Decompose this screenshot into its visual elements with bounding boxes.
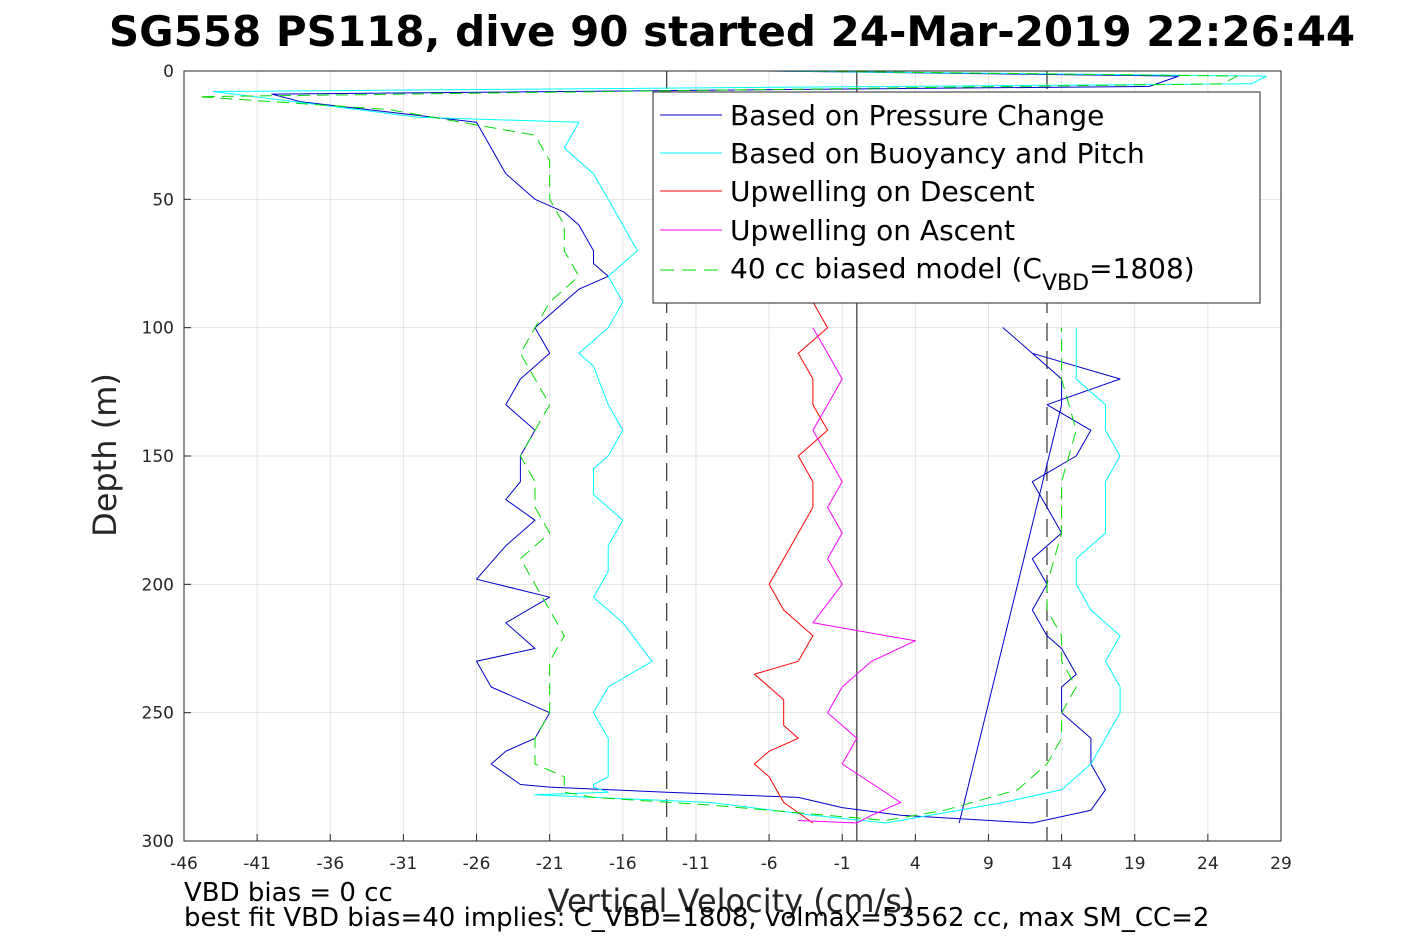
- x-axis-label: Vertical Velocity (cm/s): [548, 882, 915, 920]
- legend-label-biased-model-prefix: 40 cc biased model (C: [730, 252, 1042, 285]
- y-tick-label: 100: [142, 319, 174, 339]
- x-tick-label: 9: [983, 854, 994, 874]
- x-tick-label: 29: [1270, 854, 1292, 874]
- x-tick-label: -31: [390, 854, 418, 874]
- legend-label-biased-model-subscript: VBD: [1042, 271, 1089, 296]
- x-tick-label: -11: [682, 854, 710, 874]
- legend-label-pressure: Based on Pressure Change: [730, 99, 1104, 132]
- x-tick-label: -21: [536, 854, 564, 874]
- series-line-1: [212, 70, 1267, 824]
- x-tick-label: -41: [243, 854, 271, 874]
- x-tick-label: -36: [316, 854, 344, 874]
- x-tick-label: -46: [170, 854, 198, 874]
- y-tick-label: 50: [152, 190, 174, 210]
- legend: Based on Pressure Change Based on Buoyan…: [652, 91, 1261, 304]
- legend-box: [652, 91, 1261, 304]
- series-line-3: [798, 327, 916, 824]
- x-tick-label: 4: [910, 854, 921, 874]
- x-tick-label: 24: [1197, 854, 1219, 874]
- vbd-bias-note: VBD bias = 0 cc: [184, 878, 393, 908]
- x-tick-label: 14: [1051, 854, 1073, 874]
- x-tick-label: -6: [761, 854, 778, 874]
- y-tick-label: 200: [142, 575, 174, 595]
- series-lines: [198, 70, 1267, 824]
- legend-label-biased-model: 40 cc biased model (CVBD=1808): [730, 252, 1195, 296]
- chart-title: SG558 PS118, dive 90 started 24-Mar-2019…: [109, 7, 1355, 56]
- tick-labels: -46 -41 -36 -31 -26 -21 -16 -11 -6 -1 4 9 14 19 24 29 0 5…: [142, 62, 1292, 874]
- x-tick-label: -1: [834, 854, 851, 874]
- y-tick-label: 0: [163, 62, 174, 82]
- y-tick-label: 250: [142, 704, 174, 724]
- x-tick-label: -16: [609, 854, 637, 874]
- x-tick-label: 19: [1124, 854, 1146, 874]
- legend-label-upwelling-descent: Upwelling on Descent: [730, 175, 1035, 208]
- y-tick-label: 150: [142, 447, 174, 467]
- legend-label-buoyancy: Based on Buoyancy and Pitch: [730, 137, 1145, 170]
- series-line-2: [753, 301, 829, 824]
- x-tick-label: -26: [463, 854, 491, 874]
- series-line-4: [198, 70, 1238, 821]
- y-tick-label: 300: [142, 832, 174, 852]
- best-fit-note: best fit VBD bias=40 implies: C_VBD=1808…: [184, 903, 1210, 933]
- legend-label-biased-model-suffix: =1808): [1089, 252, 1195, 285]
- y-axis-label: Depth (m): [86, 373, 124, 537]
- legend-label-upwelling-ascent: Upwelling on Ascent: [730, 214, 1015, 247]
